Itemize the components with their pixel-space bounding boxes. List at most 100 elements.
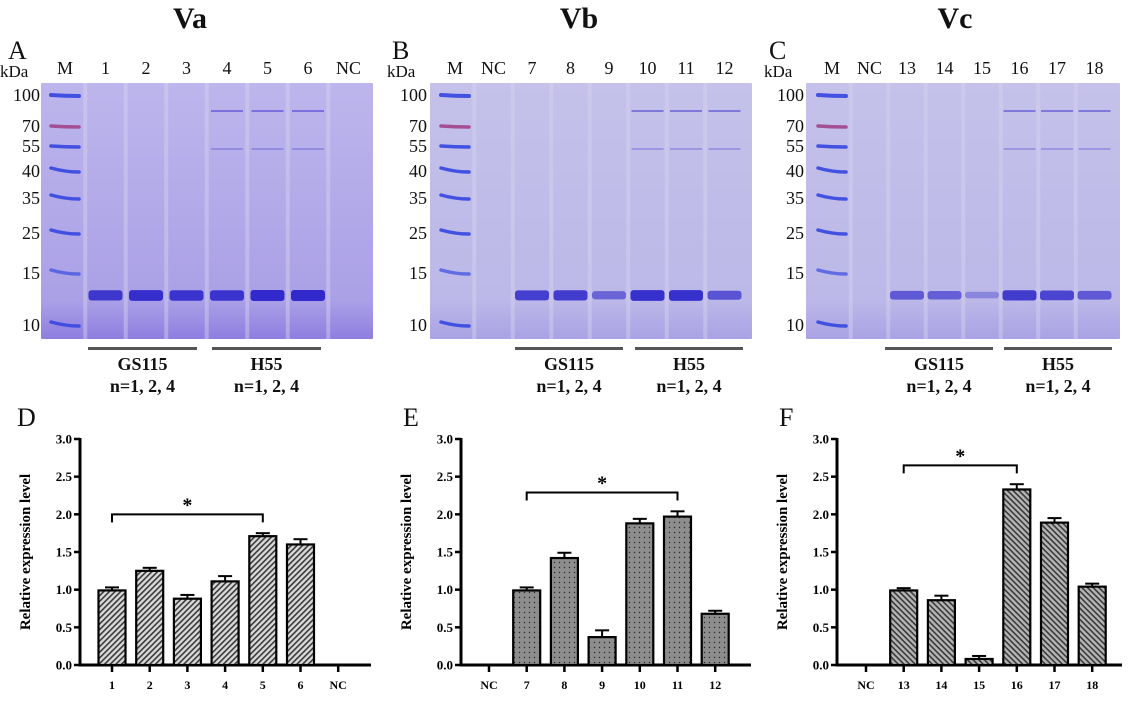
lane-label-nc: NC [335, 58, 361, 78]
significance-bracket [525, 491, 679, 501]
x-tick-label-11: 11 [672, 678, 683, 692]
minor-band [1003, 148, 1036, 150]
y-tick-label: 2.0 [813, 507, 829, 522]
bar-4 [210, 580, 240, 667]
panel-letter-c: C [769, 36, 787, 65]
lane-separator [664, 83, 669, 339]
x-tick-label-15: 15 [973, 678, 985, 692]
marker-band-10 [439, 320, 471, 328]
bar-12 [700, 612, 730, 667]
lane-label-17: 17 [1048, 58, 1066, 78]
strain-copies-h55: n=1, 2, 4 [233, 376, 300, 396]
lane-separator [626, 83, 631, 339]
x-tick-label-6: 6 [298, 678, 304, 692]
marker-band-55 [816, 144, 848, 149]
lane-separator [245, 83, 250, 339]
x-tick-label-18: 18 [1086, 678, 1098, 692]
y-tick-label: 2.5 [56, 469, 73, 484]
marker-band-25 [49, 228, 81, 236]
y-axis-label: Relative expression level [775, 474, 791, 630]
gel-panel-b: kDa M NC 7 8 9 10 11 12 100 70 55 40 35 25 15 10 GS115 n=1… [377, 58, 754, 400]
y-tick-label: 0.5 [56, 620, 73, 635]
y-tick-label: 2.5 [437, 469, 454, 484]
protein-band-lane-10 [630, 290, 665, 301]
lane-separator [587, 83, 592, 339]
strain-copies-gs115: n=1, 2, 4 [536, 376, 602, 396]
x-tick-label-17: 17 [1049, 678, 1061, 692]
lane-separator [848, 83, 853, 339]
lane-separator [285, 83, 290, 339]
bar-8 [549, 556, 579, 667]
bar-16 [1002, 488, 1032, 667]
lane-label-11: 11 [677, 58, 695, 78]
x-tick-label-13: 13 [898, 678, 910, 692]
y-tick-label: 1.5 [813, 545, 830, 560]
y-tick-label: 0.0 [56, 658, 72, 673]
protein-band-lane-1 [88, 290, 123, 301]
protein-band-lane-9 [592, 291, 626, 300]
lane-separator [83, 83, 88, 339]
lane-label-14: 14 [935, 58, 954, 78]
lane-separator [923, 83, 928, 339]
bar-9 [587, 636, 617, 667]
x-tick-label-12: 12 [709, 678, 721, 692]
lane-separator [204, 83, 209, 339]
lane-label-16: 16 [1010, 58, 1029, 78]
strain-copies-gs115: n=1, 2, 4 [906, 376, 972, 396]
x-tick-label-10: 10 [634, 678, 646, 692]
marker-band-40 [49, 166, 81, 174]
minor-band [670, 110, 702, 112]
protein-band-lane-3 [169, 290, 204, 301]
marker-band-70 [816, 124, 848, 129]
protein-band-lane-12 [707, 290, 742, 300]
strain-underline-h55 [635, 347, 743, 350]
protein-band-lane-7 [515, 290, 549, 301]
bar-6 [285, 543, 316, 667]
lane-separator [1036, 83, 1041, 339]
y-tick-label: 0.5 [437, 620, 454, 635]
x-tick-label-nc: NC [330, 678, 347, 692]
strain-underline-h55 [1004, 347, 1112, 350]
bar-chart-d: Relative expression level 0.0 0.5 1.0 1.5 2.0… [18, 432, 371, 692]
lane-separator [123, 83, 128, 339]
x-tick-label-4: 4 [222, 678, 228, 692]
lane-separator [1073, 83, 1078, 339]
protein-band-lane-4 [210, 290, 244, 301]
gel-panel-c: kDa M NC 13 14 15 16 17 18 100 70 55 40 35 25 15 10 GS115… [754, 58, 1131, 400]
strain-underline-gs115 [885, 347, 993, 350]
y-tick-label: 3.0 [813, 432, 829, 447]
minor-band [1078, 110, 1111, 112]
group-title-va: Va [173, 2, 207, 35]
mw-label-35: 35 [786, 188, 804, 208]
lane-label-7: 7 [527, 58, 537, 78]
mw-label-15: 15 [409, 263, 427, 283]
strain-underline-h55 [212, 347, 321, 350]
mw-label-70: 70 [409, 116, 427, 136]
protein-band-lane-5 [250, 290, 285, 301]
y-tick-label: 3.0 [437, 432, 453, 447]
x-tick-label-3: 3 [184, 678, 190, 692]
mw-label-55: 55 [786, 136, 804, 156]
minor-band [708, 110, 741, 112]
minor-band [631, 148, 664, 150]
lane-separator [472, 83, 477, 339]
lane-label-4: 4 [222, 58, 232, 78]
minor-band [1078, 148, 1111, 150]
mw-label-40: 40 [22, 161, 40, 181]
lane-label-m: M [446, 58, 463, 78]
bar-17 [1039, 521, 1070, 667]
lane-label-5: 5 [263, 58, 272, 78]
lane-label-nc: NC [480, 58, 506, 78]
lane-label-10: 10 [638, 58, 657, 78]
protein-band-lane-15 [965, 291, 999, 299]
mw-label-35: 35 [22, 188, 40, 208]
lane-label-2: 2 [141, 58, 151, 78]
mw-label-100: 100 [400, 85, 427, 105]
lane-label-3: 3 [182, 58, 191, 78]
lane-separator [164, 83, 169, 339]
y-tick-label: 1.0 [56, 582, 72, 597]
significance-bracket [111, 513, 264, 523]
strain-copies-gs115: n=1, 2, 4 [109, 376, 176, 396]
x-tick-label-nc: NC [857, 678, 874, 692]
bar-3 [172, 597, 202, 667]
